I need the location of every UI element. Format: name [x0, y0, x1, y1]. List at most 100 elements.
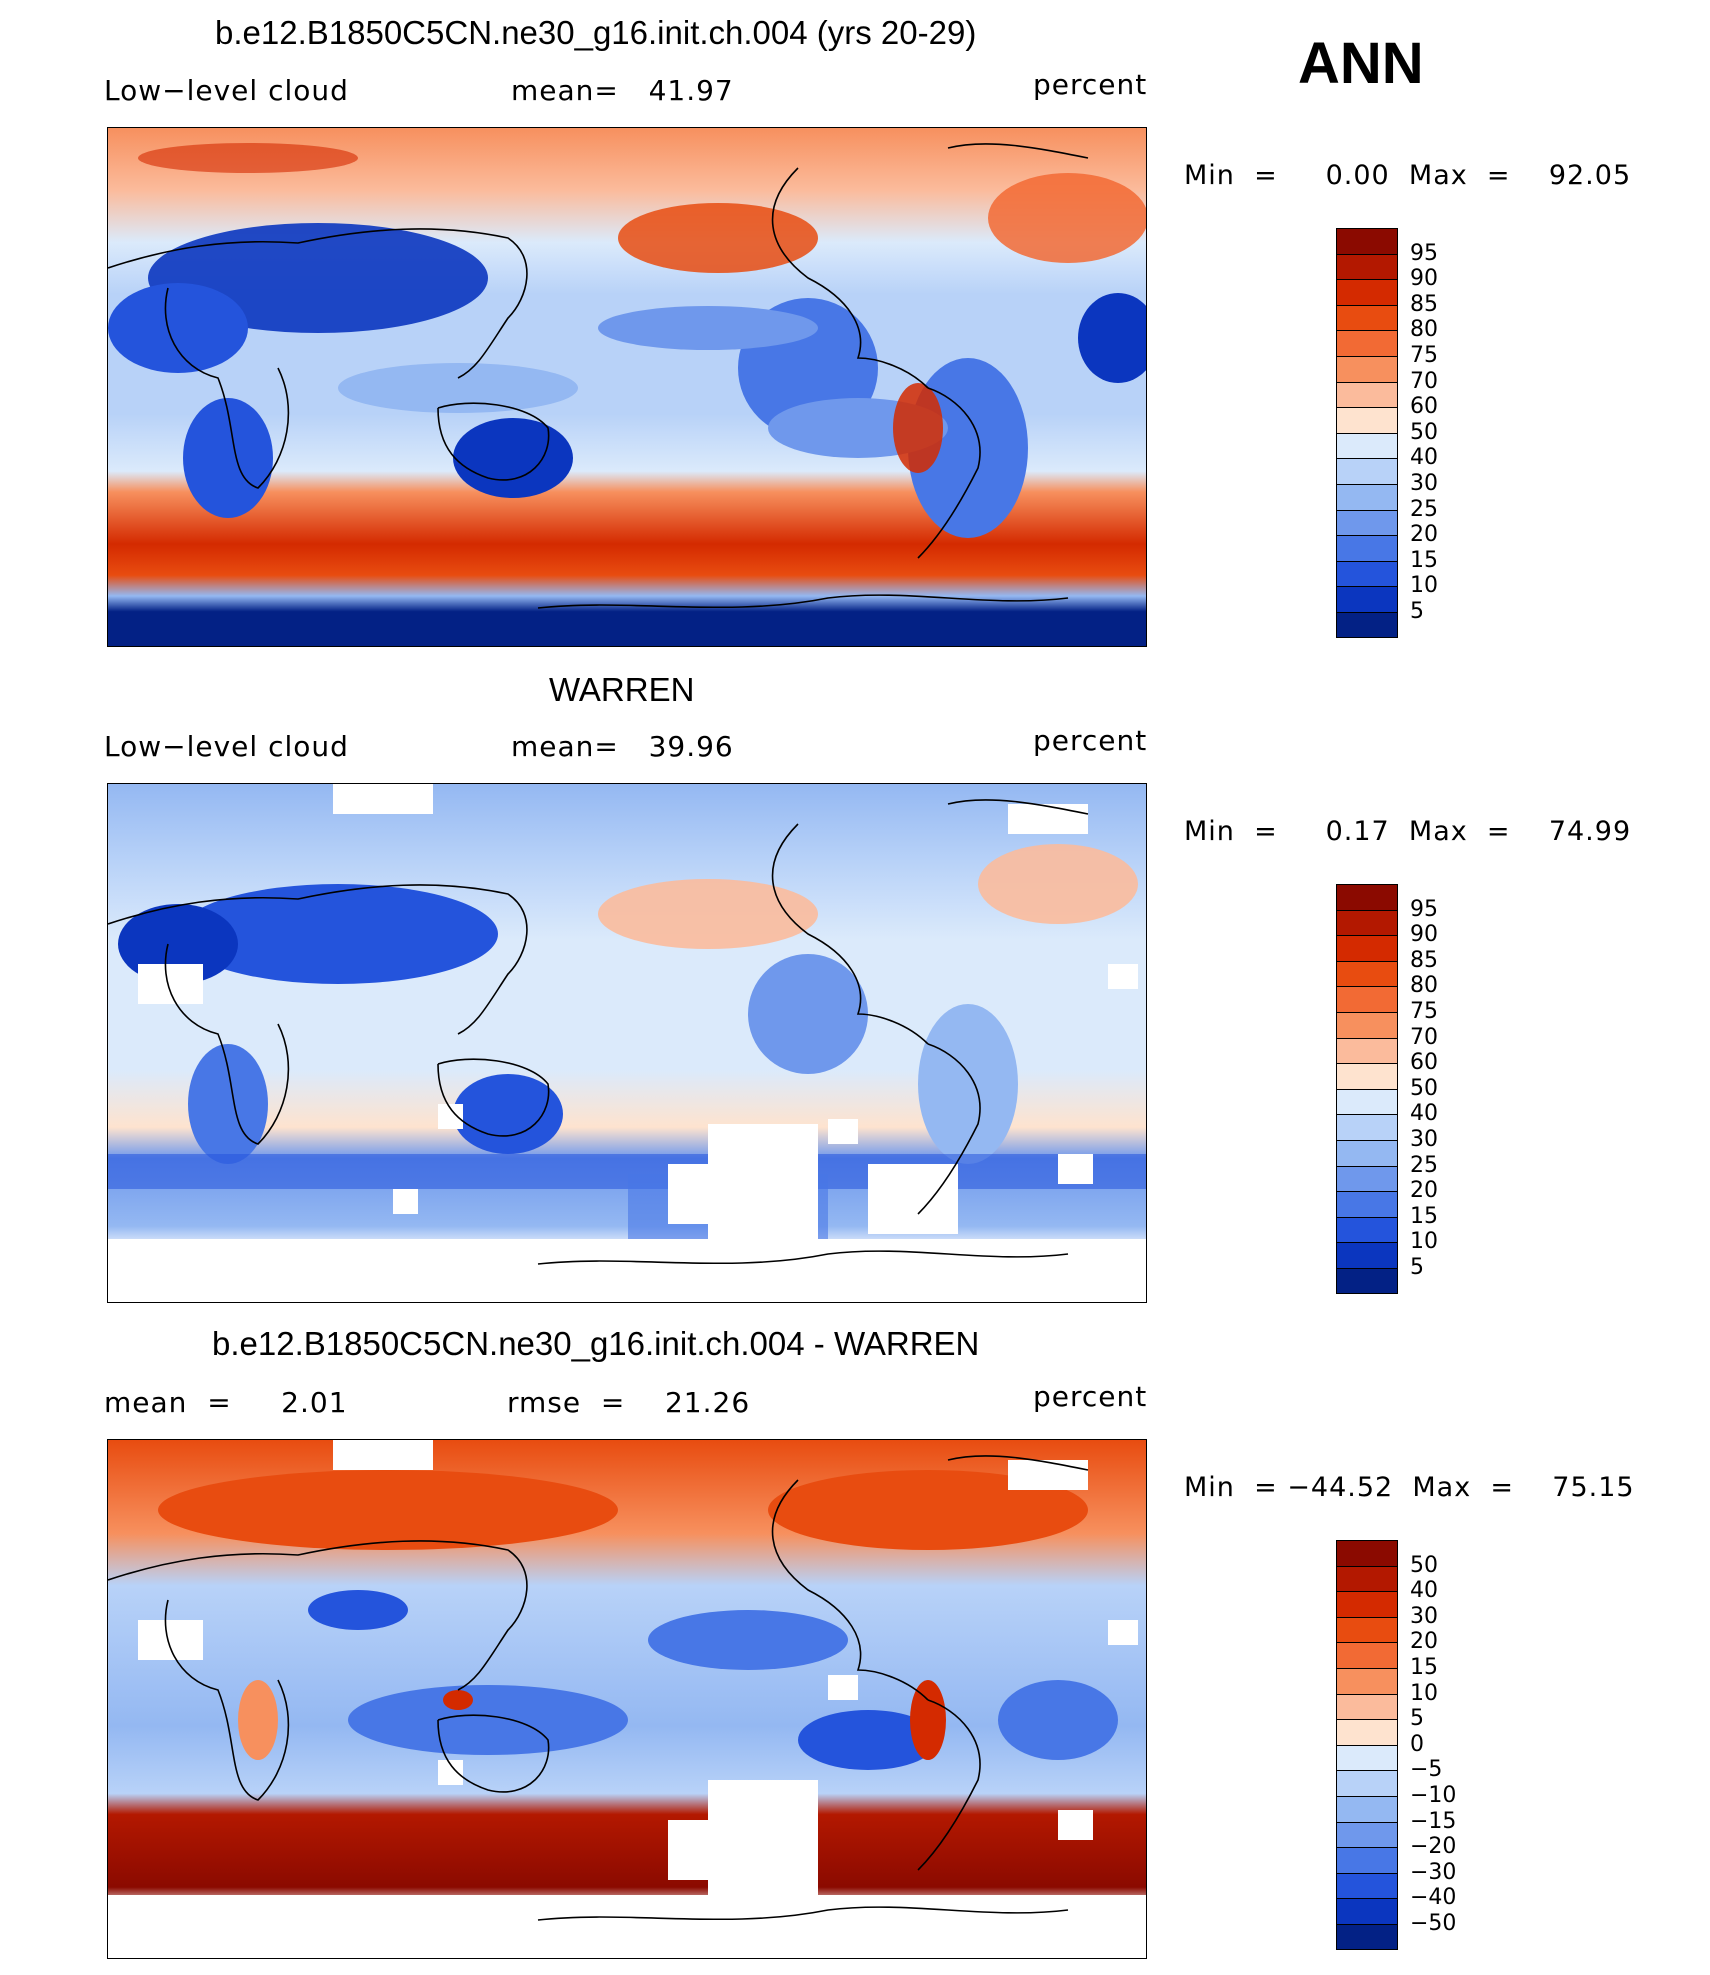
colorbar-box — [1336, 1744, 1398, 1771]
panel-2-mean-label: mean= 39.96 — [511, 730, 734, 763]
panel-3-units-label: percent — [1033, 1380, 1148, 1413]
colorbar-tick-label: 90 — [1410, 266, 1438, 292]
colorbar-box — [1336, 1770, 1398, 1796]
colorbar-box — [1336, 1642, 1398, 1668]
colorbar-tick-label: 30 — [1410, 1127, 1438, 1152]
colorbar-box — [1336, 432, 1398, 459]
panel-2-colorbar — [1336, 884, 1398, 1294]
panel-2-units-label: percent — [1033, 724, 1148, 757]
colorbar-tick-label: −15 — [1410, 1808, 1457, 1834]
panel-3-colorbar — [1336, 1540, 1398, 1950]
panel-2-variable-label: Low−level cloud — [104, 730, 349, 763]
colorbar-tick-label: 50 — [1410, 419, 1438, 445]
colorbar-tick-label: 70 — [1410, 368, 1438, 394]
colorbar-tick-label: 5 — [1410, 1255, 1424, 1280]
colorbar-box — [1336, 407, 1398, 433]
colorbar-tick-label: 5 — [1410, 599, 1424, 624]
colorbar-tick-label: 15 — [1410, 547, 1438, 573]
panel-3-rmse-label: rmse = 21.26 — [507, 1386, 751, 1419]
panel-3-mean-label: mean = 2.01 — [104, 1386, 348, 1419]
colorbar-box — [1336, 458, 1398, 484]
panel-2-map — [107, 783, 1147, 1303]
colorbar-tick-label: 30 — [1410, 471, 1438, 496]
colorbar-tick-label: −10 — [1410, 1783, 1457, 1808]
colorbar-box — [1336, 1821, 1398, 1848]
colorbar-tick-label: 60 — [1410, 394, 1438, 420]
colorbar-tick-label: 80 — [1410, 973, 1438, 999]
colorbar-box — [1336, 330, 1398, 356]
colorbar-box — [1336, 560, 1398, 587]
colorbar-tick-label: −5 — [1410, 1757, 1443, 1783]
colorbar-tick-label: 60 — [1410, 1050, 1438, 1076]
panel-1-mean-label: mean= 41.97 — [511, 74, 734, 107]
colorbar-box — [1336, 1616, 1398, 1643]
colorbar-tick-label: 25 — [1410, 1152, 1438, 1178]
panel-1-title: b.e12.B1850C5CN.ne30_g16.init.ch.004 (yr… — [215, 14, 977, 51]
colorbar-box — [1336, 1216, 1398, 1243]
colorbar-tick-label: 5 — [1410, 1706, 1424, 1732]
colorbar-box — [1336, 1114, 1398, 1140]
colorbar-box — [1336, 228, 1398, 254]
colorbar-tick-label: 80 — [1410, 317, 1438, 343]
colorbar-tick-label: 90 — [1410, 922, 1438, 948]
colorbar-box — [1336, 1795, 1398, 1822]
colorbar-tick-label: 25 — [1410, 496, 1438, 522]
colorbar-box — [1336, 935, 1398, 961]
colorbar-box — [1336, 611, 1398, 638]
colorbar-box — [1336, 884, 1398, 910]
colorbar-tick-label: 75 — [1410, 999, 1438, 1024]
colorbar-tick-label: 85 — [1410, 947, 1438, 973]
colorbar-tick-label: 20 — [1410, 522, 1438, 548]
panel-1-map — [107, 127, 1147, 647]
colorbar-tick-label: −50 — [1410, 1911, 1457, 1936]
colorbar-box — [1336, 960, 1398, 987]
colorbar-box — [1336, 509, 1398, 536]
colorbar-box — [1336, 355, 1398, 382]
colorbar-box — [1336, 1063, 1398, 1089]
colorbar-box — [1336, 535, 1398, 561]
colorbar-tick-label: 70 — [1410, 1024, 1438, 1050]
panel-1-variable-label: Low−level cloud — [104, 74, 349, 107]
panel-1-colorbar — [1336, 228, 1398, 638]
colorbar-box — [1336, 1037, 1398, 1064]
colorbar-tick-label: 85 — [1410, 291, 1438, 317]
colorbar-tick-label: 40 — [1410, 1101, 1438, 1127]
colorbar-box — [1336, 1872, 1398, 1899]
colorbar-tick-label: 40 — [1410, 1578, 1438, 1604]
colorbar-tick-label: 30 — [1410, 1603, 1438, 1629]
colorbar-box — [1336, 909, 1398, 936]
colorbar-box — [1336, 1667, 1398, 1694]
colorbar-tick-label: 20 — [1410, 1178, 1438, 1204]
colorbar-tick-label: −30 — [1410, 1859, 1457, 1885]
colorbar-box — [1336, 1011, 1398, 1038]
colorbar-box — [1336, 1088, 1398, 1115]
colorbar-box — [1336, 1591, 1398, 1617]
colorbar-box — [1336, 1191, 1398, 1217]
colorbar-box — [1336, 1165, 1398, 1192]
colorbar-tick-label: 95 — [1410, 240, 1438, 266]
colorbar-box — [1336, 1540, 1398, 1566]
colorbar-tick-label: 10 — [1410, 1229, 1438, 1255]
colorbar-box — [1336, 1898, 1398, 1924]
colorbar-box — [1336, 1267, 1398, 1294]
panel-1-minmax: Min = 0.00 Max = 92.05 — [1184, 160, 1632, 191]
colorbar-box — [1336, 1923, 1398, 1950]
colorbar-box — [1336, 586, 1398, 612]
colorbar-box — [1336, 986, 1398, 1012]
panel-2-minmax: Min = 0.17 Max = 74.99 — [1184, 816, 1632, 847]
colorbar-box — [1336, 1139, 1398, 1166]
colorbar-box — [1336, 304, 1398, 331]
colorbar-tick-label: 10 — [1410, 573, 1438, 599]
colorbar-box — [1336, 483, 1398, 510]
colorbar-box — [1336, 1693, 1398, 1720]
colorbar-tick-label: 20 — [1410, 1629, 1438, 1655]
colorbar-box — [1336, 253, 1398, 280]
colorbar-tick-label: 50 — [1410, 1552, 1438, 1578]
colorbar-tick-label: 75 — [1410, 343, 1438, 368]
colorbar-box — [1336, 1565, 1398, 1592]
colorbar-tick-label: 40 — [1410, 445, 1438, 471]
panel-1-units-label: percent — [1033, 68, 1148, 101]
panel-2-title: WARREN — [549, 671, 695, 708]
colorbar-box — [1336, 1847, 1398, 1873]
colorbar-box — [1336, 1719, 1398, 1745]
